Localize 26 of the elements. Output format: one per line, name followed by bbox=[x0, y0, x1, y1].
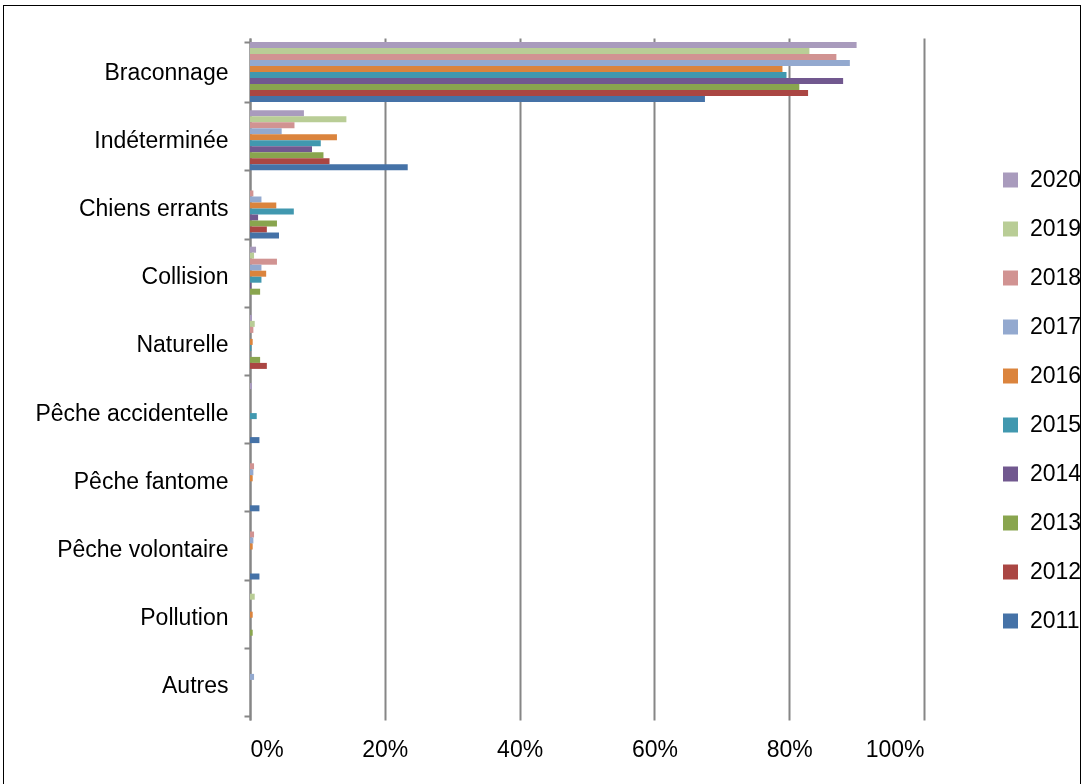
y-tick-label: Indéterminée bbox=[94, 126, 229, 153]
y-tick-label: Chiens errants bbox=[78, 195, 229, 221]
legend-label: 2015 bbox=[1030, 411, 1082, 437]
x-tick-label: 40% bbox=[497, 735, 544, 762]
legend-label: 2020 bbox=[1030, 166, 1082, 192]
y-tick-label: Braconnage bbox=[104, 58, 229, 85]
legend-label: 2014 bbox=[1030, 460, 1082, 486]
x-tick-label: 60% bbox=[631, 735, 678, 762]
legend-label: 2016 bbox=[1030, 362, 1082, 388]
legend-label: 2019 bbox=[1030, 215, 1082, 241]
y-tick-label: Pêche accidentelle bbox=[35, 399, 229, 426]
y-tick-label: Pêche fantome bbox=[73, 467, 229, 494]
y-tick-label: Pêche volontaire bbox=[57, 536, 229, 562]
x-tick-label: 0% bbox=[250, 735, 284, 762]
legend-label: 2011 bbox=[1030, 607, 1080, 633]
legend-label: 2017 bbox=[1030, 313, 1082, 339]
y-tick-label: Pollution bbox=[140, 604, 229, 631]
y-tick-label: Autres bbox=[162, 672, 229, 699]
legend-label: 2013 bbox=[1030, 509, 1082, 535]
y-tick-label: Naturelle bbox=[136, 331, 229, 358]
x-tick-label: 100% bbox=[865, 735, 925, 762]
x-tick-label: 80% bbox=[766, 735, 813, 762]
legend-label: 2012 bbox=[1030, 558, 1082, 584]
y-tick-label: Collision bbox=[141, 263, 229, 290]
legend-label: 2018 bbox=[1030, 264, 1082, 290]
x-tick-label: 20% bbox=[362, 735, 409, 762]
